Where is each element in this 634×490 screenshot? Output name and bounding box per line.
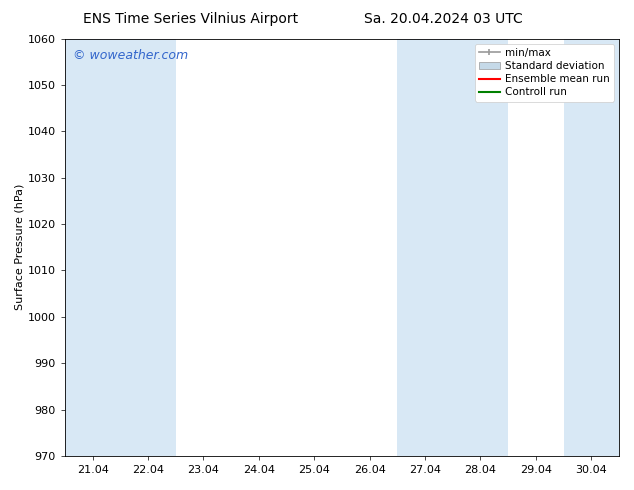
Bar: [481, 39, 508, 456]
Bar: [120, 39, 148, 456]
Bar: [65, 39, 93, 456]
Bar: [148, 39, 176, 456]
Text: ENS Time Series Vilnius Airport: ENS Time Series Vilnius Airport: [82, 12, 298, 26]
Bar: [425, 39, 453, 456]
Bar: [564, 39, 592, 456]
Text: Sa. 20.04.2024 03 UTC: Sa. 20.04.2024 03 UTC: [365, 12, 523, 26]
Y-axis label: Surface Pressure (hPa): Surface Pressure (hPa): [15, 184, 25, 311]
Text: © woweather.com: © woweather.com: [74, 49, 188, 62]
Bar: [93, 39, 120, 456]
Bar: [592, 39, 619, 456]
Bar: [398, 39, 425, 456]
Bar: [453, 39, 481, 456]
Legend: min/max, Standard deviation, Ensemble mean run, Controll run: min/max, Standard deviation, Ensemble me…: [475, 44, 614, 101]
